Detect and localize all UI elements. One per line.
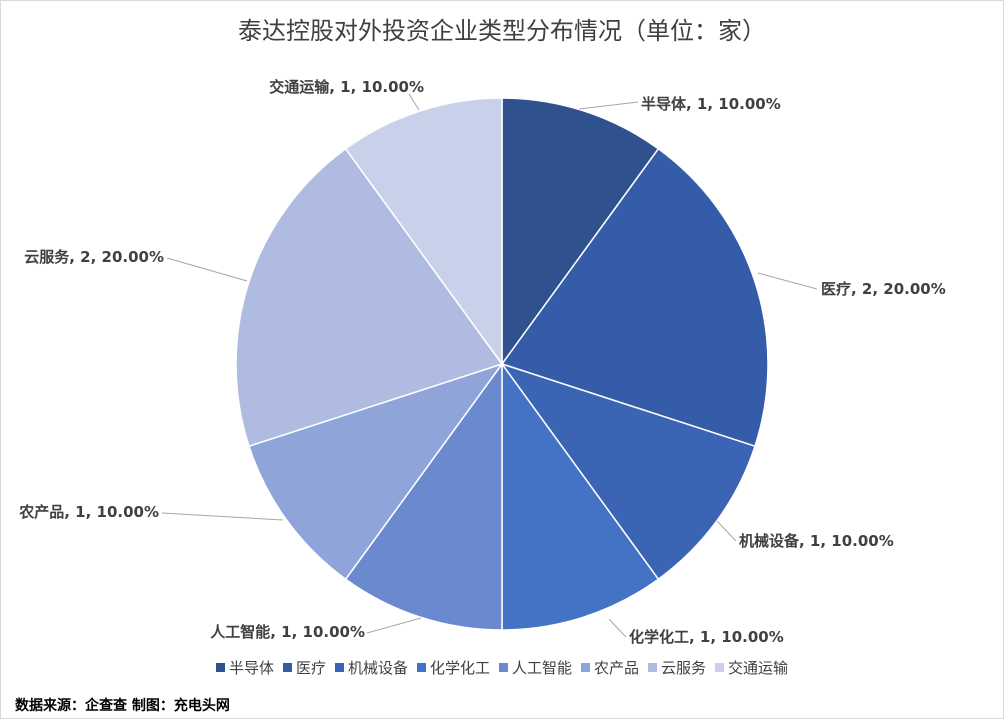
leader-line-2	[716, 520, 737, 542]
legend-item-4: 人工智能	[499, 657, 572, 678]
legend-label: 农产品	[594, 659, 640, 677]
legend-label: 人工智能	[512, 659, 573, 677]
pie-slice-5	[248, 362, 504, 581]
data-label-1: 医疗, 2, 20.00%	[821, 280, 946, 298]
leader-line-3	[608, 618, 627, 638]
legend-item-1: 医疗	[282, 657, 326, 678]
legend-item-3: 化学化工	[416, 657, 490, 678]
legend-item-5: 农产品	[581, 657, 639, 678]
data-label-7: 交通运输, 1, 10.00%	[269, 78, 424, 96]
legend-swatch	[581, 663, 591, 672]
legend-label: 云服务	[661, 659, 707, 677]
leader-line-0	[578, 101, 639, 110]
pie-slice-4	[344, 361, 503, 631]
source-footer: 数据来源：企查查 制图：充电头网	[15, 698, 230, 714]
legend-item-0: 半导体	[215, 657, 274, 678]
legend-item-6: 云服务	[648, 657, 706, 678]
pie-slice-2	[500, 362, 756, 581]
legend-item-7: 交通运输	[715, 657, 788, 678]
data-label-0: 半导体, 1, 10.00%	[641, 95, 781, 113]
leader-line-4	[366, 617, 422, 634]
leader-line-7	[408, 93, 420, 111]
legend-swatch	[282, 663, 292, 672]
data-label-5: 农产品, 1, 10.00%	[18, 503, 159, 521]
pie-slice-1	[500, 147, 769, 448]
leader-line-1	[757, 272, 818, 290]
chart-title: 泰达控股对外投资企业类型分布情况（单位：家）	[238, 17, 766, 45]
legend-label: 交通运输	[728, 659, 789, 677]
legend-swatch	[648, 663, 658, 672]
pie-slice-3	[501, 361, 660, 631]
legend-label: 化学化工	[429, 659, 490, 677]
legend-label: 机械设备	[347, 659, 408, 677]
legend-item-2: 机械设备	[334, 657, 408, 678]
leader-line-5	[161, 512, 284, 521]
legend-label: 半导体	[228, 659, 274, 677]
legend-swatch	[715, 663, 725, 672]
leader-line-6	[166, 257, 248, 282]
data-label-4: 人工智能, 1, 10.00%	[210, 623, 365, 641]
legend-label: 医疗	[295, 659, 326, 677]
legend-swatch	[416, 663, 426, 672]
legend-swatch	[215, 663, 225, 672]
legend-swatch	[334, 663, 344, 672]
legend-swatch	[499, 663, 508, 672]
pie-slice-7	[344, 97, 503, 367]
data-label-3: 化学化工, 1, 10.00%	[629, 628, 784, 646]
data-label-6: 云服务, 2, 20.00%	[24, 248, 164, 266]
pie-slice-6	[235, 147, 504, 448]
legend: 半导体 医疗 机械设备 化学化工 人工智能 农产品 云服务 交通运输	[1, 657, 1003, 678]
data-label-2: 机械设备, 1, 10.00%	[739, 532, 894, 550]
pie-slice-0	[501, 97, 660, 367]
